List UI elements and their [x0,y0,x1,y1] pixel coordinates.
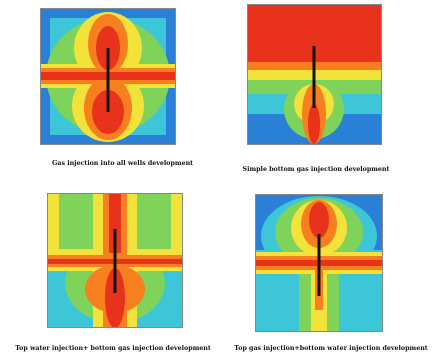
well-line [113,229,117,293]
contour-map-top-water-bottom-gas [47,193,183,328]
caption-panel-4: Top gas injection+bottom water injection… [234,345,428,352]
well-line [106,48,110,112]
well-line [312,46,316,108]
caption-panel-2: Simple bottom gas injection development [242,166,390,173]
caption-panel-1: Gas injection into all wells development [52,160,194,167]
well-line [317,234,321,296]
contour-map-gas-injection-all-wells [40,8,176,145]
contour-map-top-gas-bottom-water [255,194,383,332]
contour-map-bottom-gas-injection [247,4,382,145]
caption-panel-3: Top water injection+ bottom gas injectio… [15,345,211,352]
